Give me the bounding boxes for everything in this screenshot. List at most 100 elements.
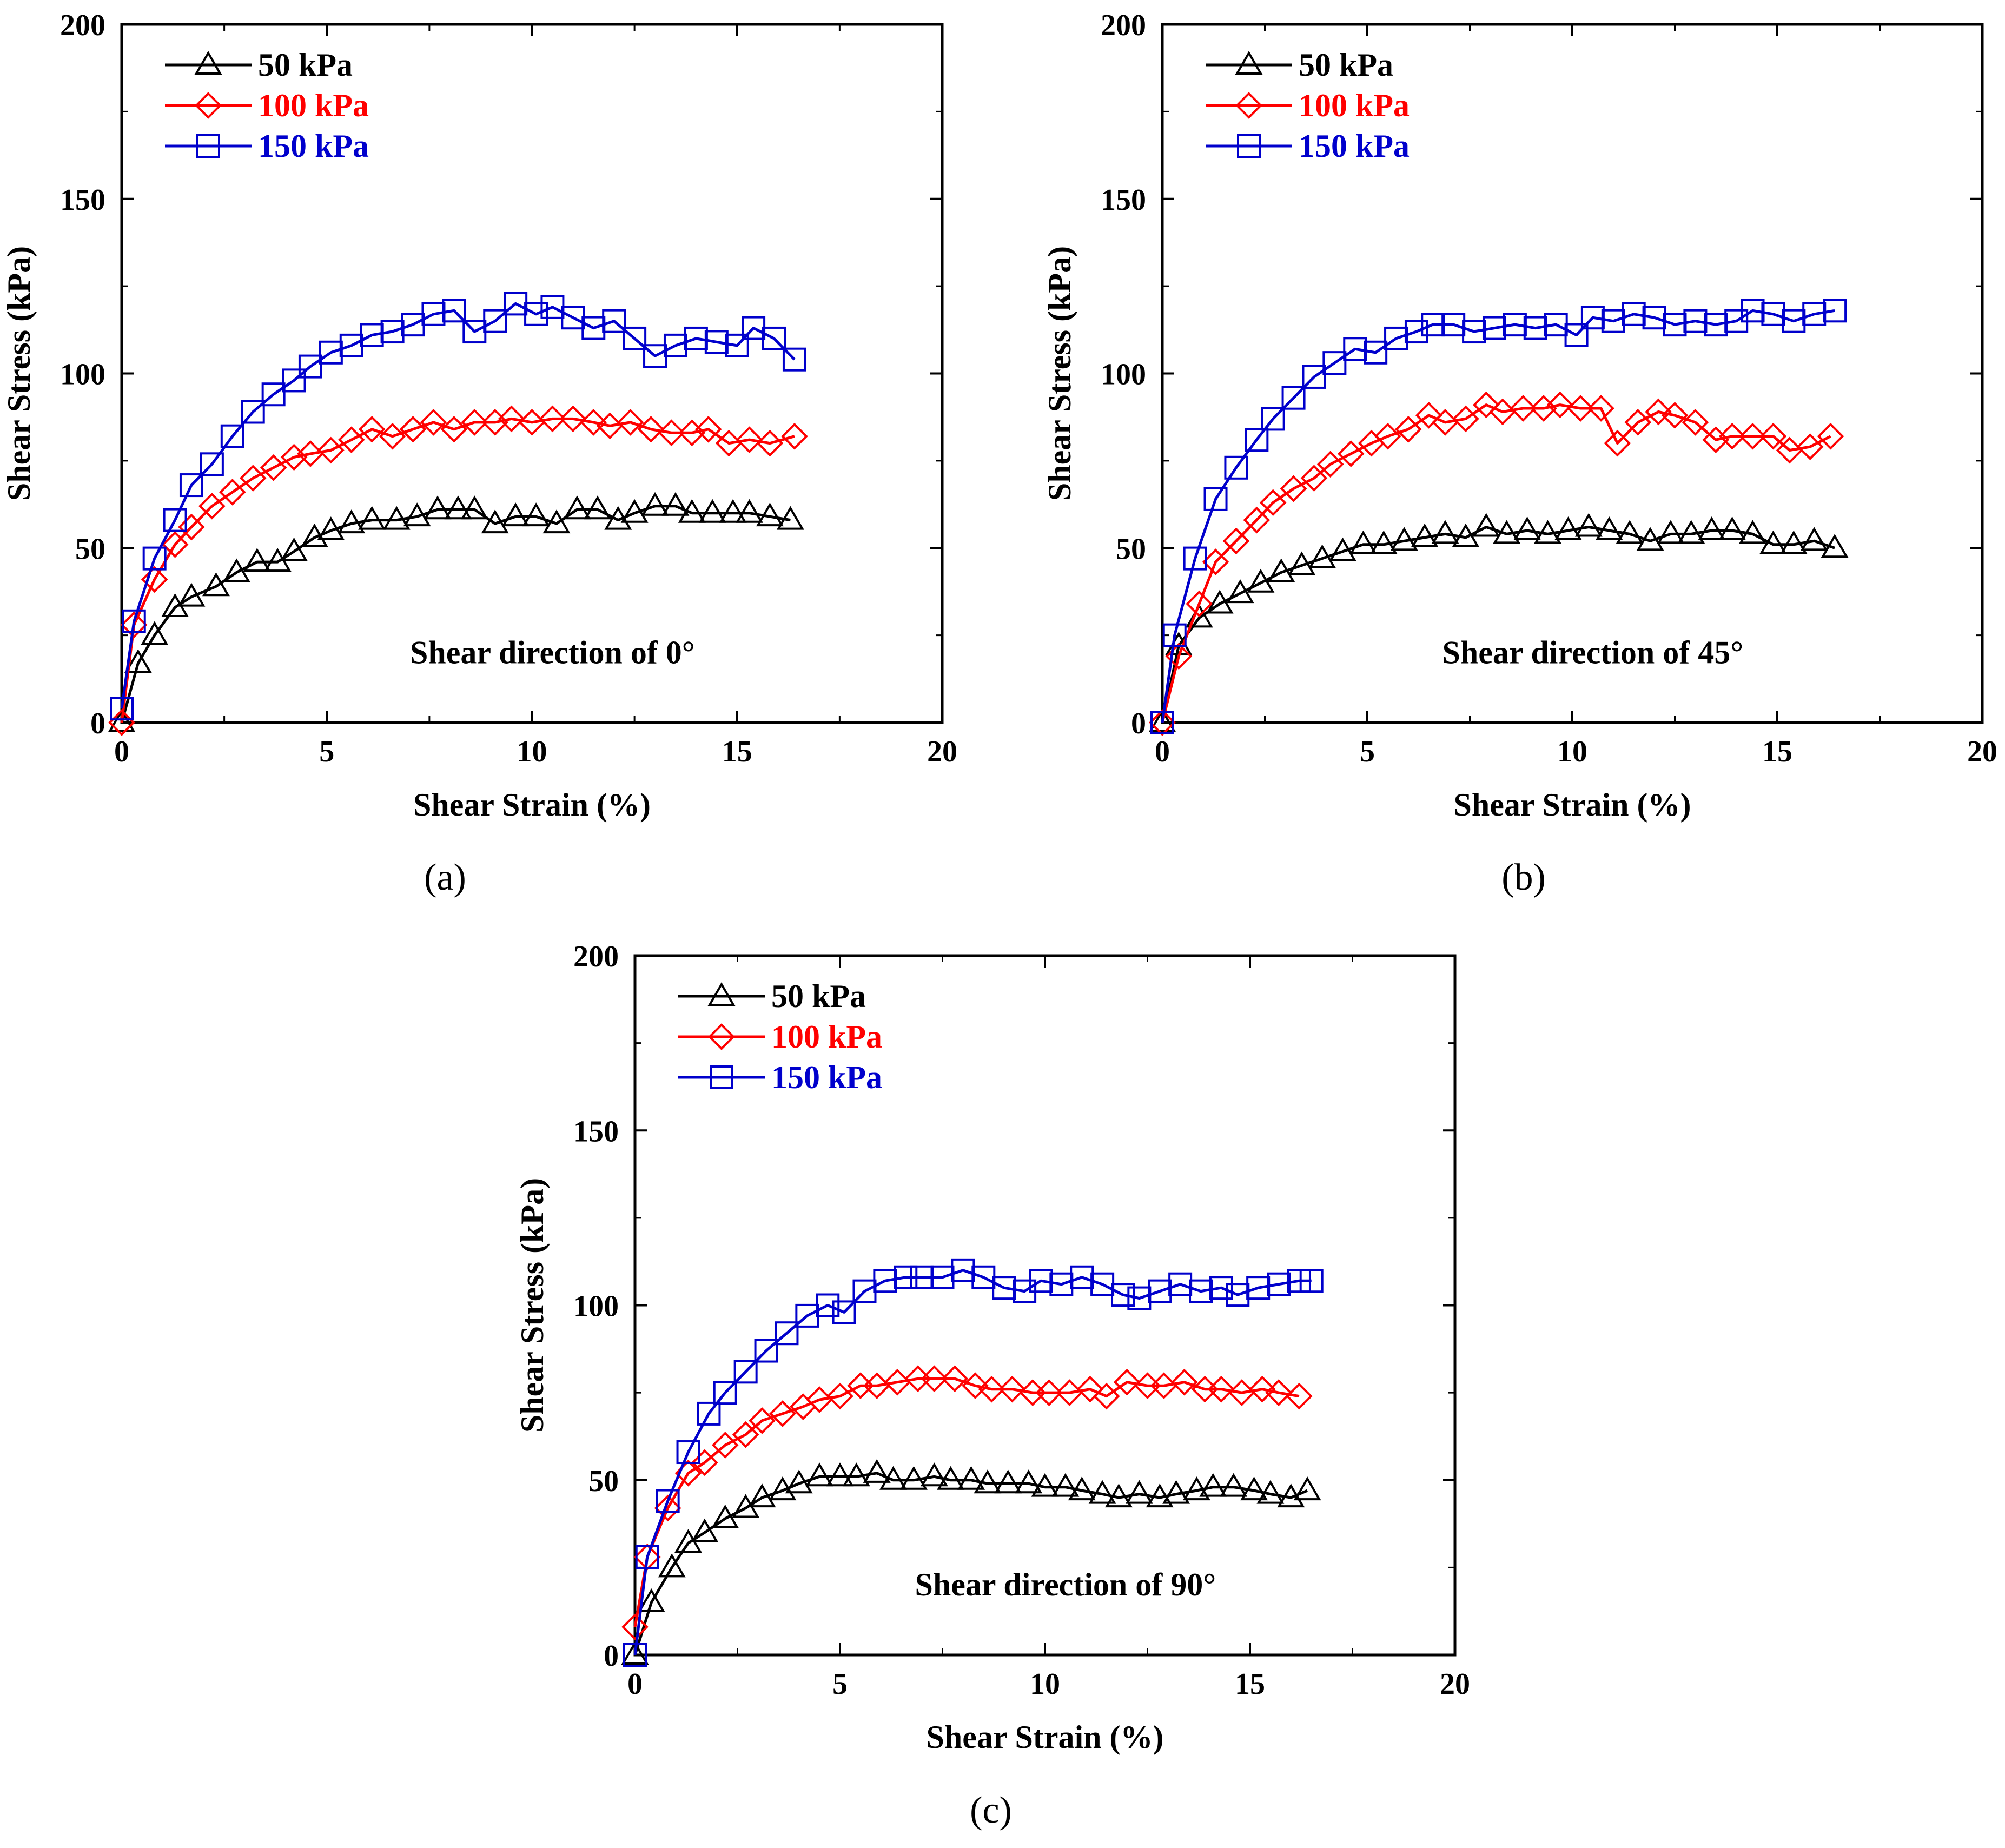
data-point xyxy=(1452,405,1479,433)
data-point xyxy=(1209,1276,1233,1300)
data-point xyxy=(998,1375,1026,1403)
data-point xyxy=(1316,451,1344,478)
data-point xyxy=(962,1372,989,1400)
series-line xyxy=(120,302,796,709)
data-point xyxy=(110,697,134,721)
data-point xyxy=(460,495,488,520)
data-point xyxy=(1739,520,1766,544)
data-point xyxy=(805,1462,833,1487)
legend-marker xyxy=(1237,134,1261,158)
legend-entry: 100 kPa xyxy=(1206,88,1410,123)
data-point xyxy=(1702,426,1730,453)
data-point xyxy=(785,1469,813,1494)
data-point xyxy=(1049,1272,1074,1296)
data-point xyxy=(584,495,612,520)
data-point xyxy=(957,1466,985,1490)
data-point xyxy=(200,452,224,476)
y-tick-label: 50 xyxy=(588,1465,619,1498)
data-point xyxy=(1293,1476,1321,1501)
x-tick-label: 15 xyxy=(722,735,752,769)
data-point xyxy=(1051,1473,1080,1497)
data-point xyxy=(1761,302,1785,326)
data-point xyxy=(711,1432,739,1459)
legend-marker xyxy=(195,92,222,119)
data-point xyxy=(974,1469,1002,1494)
data-point xyxy=(1029,1269,1053,1293)
data-point xyxy=(222,558,250,582)
legend-label: 150 kPa xyxy=(258,128,369,164)
data-point xyxy=(241,400,265,424)
data-point xyxy=(1472,391,1500,419)
y-tick-label: 150 xyxy=(1101,183,1146,217)
data-point xyxy=(623,326,647,350)
data-point xyxy=(1546,391,1574,419)
data-point xyxy=(1146,1483,1174,1508)
data-point xyxy=(736,426,763,453)
data-point xyxy=(1031,1473,1059,1497)
data-point xyxy=(863,1459,891,1483)
data-point xyxy=(1616,520,1644,544)
x-tick-label: 20 xyxy=(927,735,957,769)
legend-label: 100 kPa xyxy=(1299,88,1410,123)
data-point xyxy=(654,1494,681,1522)
data-point xyxy=(219,479,246,506)
data-point xyxy=(142,546,167,571)
data-point xyxy=(676,1440,700,1465)
y-tick-label: 150 xyxy=(573,1115,619,1148)
data-point xyxy=(704,330,729,354)
data-point xyxy=(1170,1368,1198,1396)
data-point xyxy=(1394,415,1422,443)
data-point xyxy=(421,302,446,326)
data-point xyxy=(122,609,146,633)
data-point xyxy=(1308,544,1336,568)
y-tick-label: 0 xyxy=(1131,707,1146,740)
data-point xyxy=(1574,513,1603,537)
data-point xyxy=(1452,523,1480,547)
data-point xyxy=(1661,402,1689,429)
data-point xyxy=(1267,1272,1291,1296)
data-point xyxy=(1759,422,1787,450)
data-point xyxy=(1322,351,1347,375)
data-point xyxy=(1523,316,1547,340)
data-point xyxy=(658,419,685,447)
data-point xyxy=(1718,516,1746,540)
data-point xyxy=(539,405,566,433)
data-point xyxy=(713,1381,737,1405)
y-axis-title: Shear Stress (kPa) xyxy=(1,246,37,501)
data-point xyxy=(1567,395,1594,422)
data-point xyxy=(832,1300,856,1324)
data-point xyxy=(1246,1276,1271,1300)
data-point xyxy=(202,572,230,597)
data-point xyxy=(483,309,507,333)
data-point xyxy=(756,502,784,527)
data-point xyxy=(1240,1476,1268,1501)
legend-marker xyxy=(708,1023,735,1050)
legend-marker xyxy=(196,134,220,158)
data-point xyxy=(1604,429,1631,457)
legend-marker xyxy=(1235,92,1262,119)
data-point xyxy=(781,422,808,450)
data-point xyxy=(920,1462,948,1487)
y-tick-label: 100 xyxy=(60,358,105,392)
x-tick-label: 10 xyxy=(1557,735,1587,769)
data-point xyxy=(1148,1279,1172,1303)
data-point xyxy=(141,621,169,645)
data-point xyxy=(161,531,189,558)
data-point xyxy=(239,465,267,492)
data-point xyxy=(382,506,411,530)
y-tick-label: 50 xyxy=(75,532,105,566)
data-point xyxy=(1093,1382,1120,1410)
legend-marker xyxy=(1235,51,1263,75)
data-point xyxy=(522,502,550,527)
data-point xyxy=(1015,1469,1043,1494)
data-point xyxy=(711,1504,739,1528)
x-axis-title: Shear Strain (%) xyxy=(413,787,651,823)
data-point xyxy=(280,443,308,471)
data-point xyxy=(602,309,626,333)
data-point xyxy=(1035,1379,1063,1406)
data-point xyxy=(1384,326,1408,350)
data-point xyxy=(319,340,343,365)
series-50-kpa xyxy=(108,492,804,732)
